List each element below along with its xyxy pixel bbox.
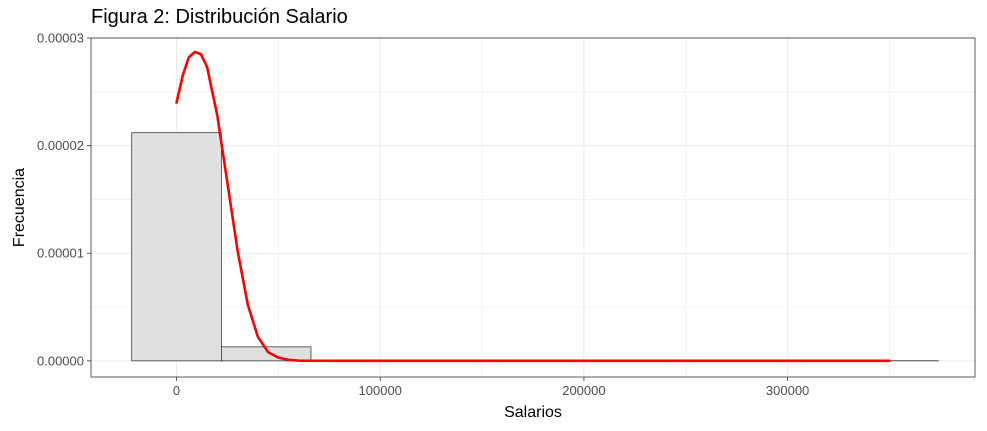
histogram-bars: [131, 132, 939, 362]
grid-lines: [91, 37, 975, 377]
y-tick-label: 0.00001: [37, 246, 84, 261]
histogram-bar-1: [131, 132, 222, 362]
x-axis-ticks: 0 100000 200000 300000: [173, 377, 809, 398]
density-curve: [175, 50, 891, 363]
x-tick-label: 100000: [359, 383, 402, 398]
x-tick-label: 0: [173, 383, 180, 398]
y-axis-title: Frecuencia: [11, 168, 28, 247]
histogram-bar-2: [221, 346, 312, 362]
x-tick-label: 200000: [562, 383, 605, 398]
x-tick-label: 300000: [766, 383, 809, 398]
y-tick-label: 0.00002: [37, 138, 84, 153]
plot-panel-border: [90, 37, 976, 378]
chart-title: Figura 2: Distribución Salario: [91, 6, 348, 28]
y-tick-label: 0.00003: [37, 31, 84, 46]
y-tick-label: 0.00000: [37, 353, 84, 368]
density-curve-layer: [175, 50, 891, 363]
y-axis-ticks: 0.00000 0.00001 0.00002 0.00003: [37, 31, 91, 368]
x-axis-title: Salarios: [504, 404, 562, 421]
